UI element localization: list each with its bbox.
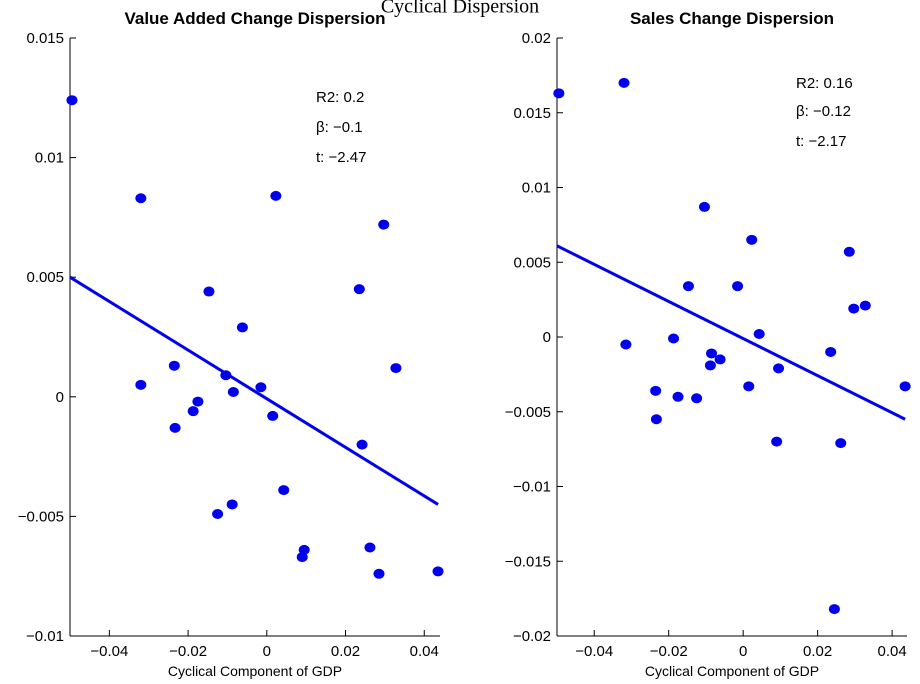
chart2-x-tick-label: 0.02 <box>803 643 832 660</box>
chart2-data-point <box>732 281 744 292</box>
chart2-data-point <box>825 346 837 357</box>
chart2-title: Sales Change Dispersion <box>630 9 834 28</box>
chart2-y-tick-label: 0 <box>543 329 551 346</box>
chart1-data-point <box>227 387 239 398</box>
chart2-data-point <box>682 281 694 292</box>
chart1-data-point <box>390 363 402 374</box>
chart1-data-point <box>236 322 248 333</box>
chart1-data-point <box>356 439 368 450</box>
chart1-data-point <box>135 379 147 390</box>
chart2-data-point <box>714 354 726 365</box>
chart1-title: Value Added Change Dispersion <box>124 9 385 28</box>
chart1-data-point <box>66 95 78 106</box>
chart2-data-point <box>828 604 840 615</box>
chart2-y-tick-label: −0.02 <box>513 628 551 645</box>
chart2-data-point <box>753 329 765 340</box>
chart1-y-tick-label: 0.01 <box>35 150 64 167</box>
chart1-y-tick-label: 0.015 <box>26 30 64 47</box>
chart1-data-point <box>378 219 390 230</box>
chart1-y-tick-label: −0.01 <box>26 628 64 645</box>
chart1-data-point <box>192 396 204 407</box>
chart2-data-point <box>843 246 855 257</box>
chart1-x-axis-label: Cyclical Component of GDP <box>168 663 342 679</box>
figure-suptitle: Cyclical Dispersion <box>381 0 539 18</box>
chart2-x-tick-label: −0.02 <box>650 643 688 660</box>
chart2-x-tick-label: −0.04 <box>575 643 613 660</box>
chart2-data-point <box>771 436 783 447</box>
chart2-data-point <box>618 77 630 88</box>
chart2-data-point <box>704 360 716 371</box>
chart2-y-tick-label: −0.01 <box>513 479 551 496</box>
chart1-x-tick-label: −0.02 <box>169 643 207 660</box>
chart2-data-point <box>620 339 632 350</box>
chart1-x-tick-label: −0.04 <box>90 643 128 660</box>
chart2-y-tick-label: 0.02 <box>522 30 551 47</box>
chart1-data-point <box>203 286 215 297</box>
chart2-y-tick-label: 0.005 <box>513 254 551 271</box>
chart1-data-point <box>169 422 181 433</box>
chart2-data-point <box>743 381 755 392</box>
chart2-data-point <box>650 385 662 396</box>
chart1-data-point <box>220 370 232 381</box>
chart1-data-point <box>364 542 376 553</box>
chart1-panel: Value Added Change Dispersion −0.01 −0.005… <box>18 9 444 679</box>
chart1-stat-annotation: t: −2.47 <box>316 149 366 166</box>
chart2-data-point <box>650 414 662 425</box>
chart1-data-point <box>255 382 267 393</box>
chart1-data-point <box>278 485 290 496</box>
chart1-data-point <box>168 360 180 371</box>
chart2-data-point <box>668 333 680 344</box>
chart1-data-point <box>432 566 444 577</box>
chart2-data-point <box>848 303 860 314</box>
chart1-data-point <box>135 193 147 204</box>
chart2-y-tick-label: 0.015 <box>513 105 551 122</box>
chart2-data-point <box>899 381 911 392</box>
chart2-stat-annotation: R2: 0.16 <box>796 75 853 92</box>
chart2-x-tick-label: 0 <box>739 643 747 660</box>
chart1-data-point <box>226 499 238 510</box>
chart2-data-point <box>706 348 718 359</box>
chart1-y-tick-label: 0.005 <box>26 269 64 286</box>
chart1-y-tick-label: −0.005 <box>18 508 64 525</box>
chart2-stat-annotation: β: −0.12 <box>796 103 851 120</box>
chart2-data-point <box>773 363 785 374</box>
chart1-stat-annotation: β: −0.1 <box>316 119 363 136</box>
chart1-y-tick-label: 0 <box>56 389 64 406</box>
chart1-regression-line <box>69 275 439 506</box>
chart1-data-point <box>187 406 199 417</box>
chart1-x-tick-label: 0 <box>263 643 271 660</box>
chart1-data-point <box>298 544 310 555</box>
chart1-x-tick-label: 0.04 <box>410 643 439 660</box>
chart2-x-axis-label: Cyclical Component of GDP <box>645 663 819 679</box>
chart2-data-point <box>691 393 703 404</box>
chart1-x-tick-label: 0.02 <box>331 643 360 660</box>
chart1-data-point <box>267 410 279 421</box>
chart2-regression-line <box>556 244 906 421</box>
chart1-data-point <box>373 568 385 579</box>
chart2-data-point <box>672 391 684 402</box>
chart2-y-tick-label: 0.01 <box>522 180 551 197</box>
chart2-data-point <box>859 300 871 311</box>
chart2-panel: Sales Change Dispersion −0.02 −0.015 −0.01 −… <box>505 9 911 679</box>
chart2-data-point <box>835 438 847 449</box>
chart2-data-point <box>553 88 565 99</box>
chart1-data-point <box>212 509 224 520</box>
chart1-data-point <box>353 284 365 295</box>
chart2-stat-annotation: t: −2.17 <box>796 133 846 150</box>
chart2-y-tick-label: −0.005 <box>505 404 551 421</box>
chart1-stat-annotation: R2: 0.2 <box>316 89 364 106</box>
chart2-data-point <box>698 201 710 212</box>
chart2-y-tick-label: −0.015 <box>505 553 551 570</box>
chart1-data-point <box>270 190 282 201</box>
chart2-x-tick-label: 0.04 <box>878 643 907 660</box>
chart2-data-point <box>746 234 758 245</box>
